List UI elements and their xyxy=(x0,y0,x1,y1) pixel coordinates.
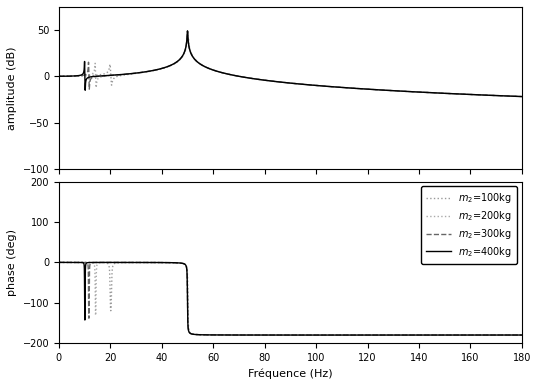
X-axis label: Fréquence (Hz): Fréquence (Hz) xyxy=(248,369,332,379)
Y-axis label: phase (deg): phase (deg) xyxy=(7,229,17,296)
Y-axis label: amplitude (dB): amplitude (dB) xyxy=(7,46,17,130)
Legend: $m_2$=100kg, $m_2$=200kg, $m_2$=300kg, $m_2$=400kg: $m_2$=100kg, $m_2$=200kg, $m_2$=300kg, $… xyxy=(421,186,517,264)
